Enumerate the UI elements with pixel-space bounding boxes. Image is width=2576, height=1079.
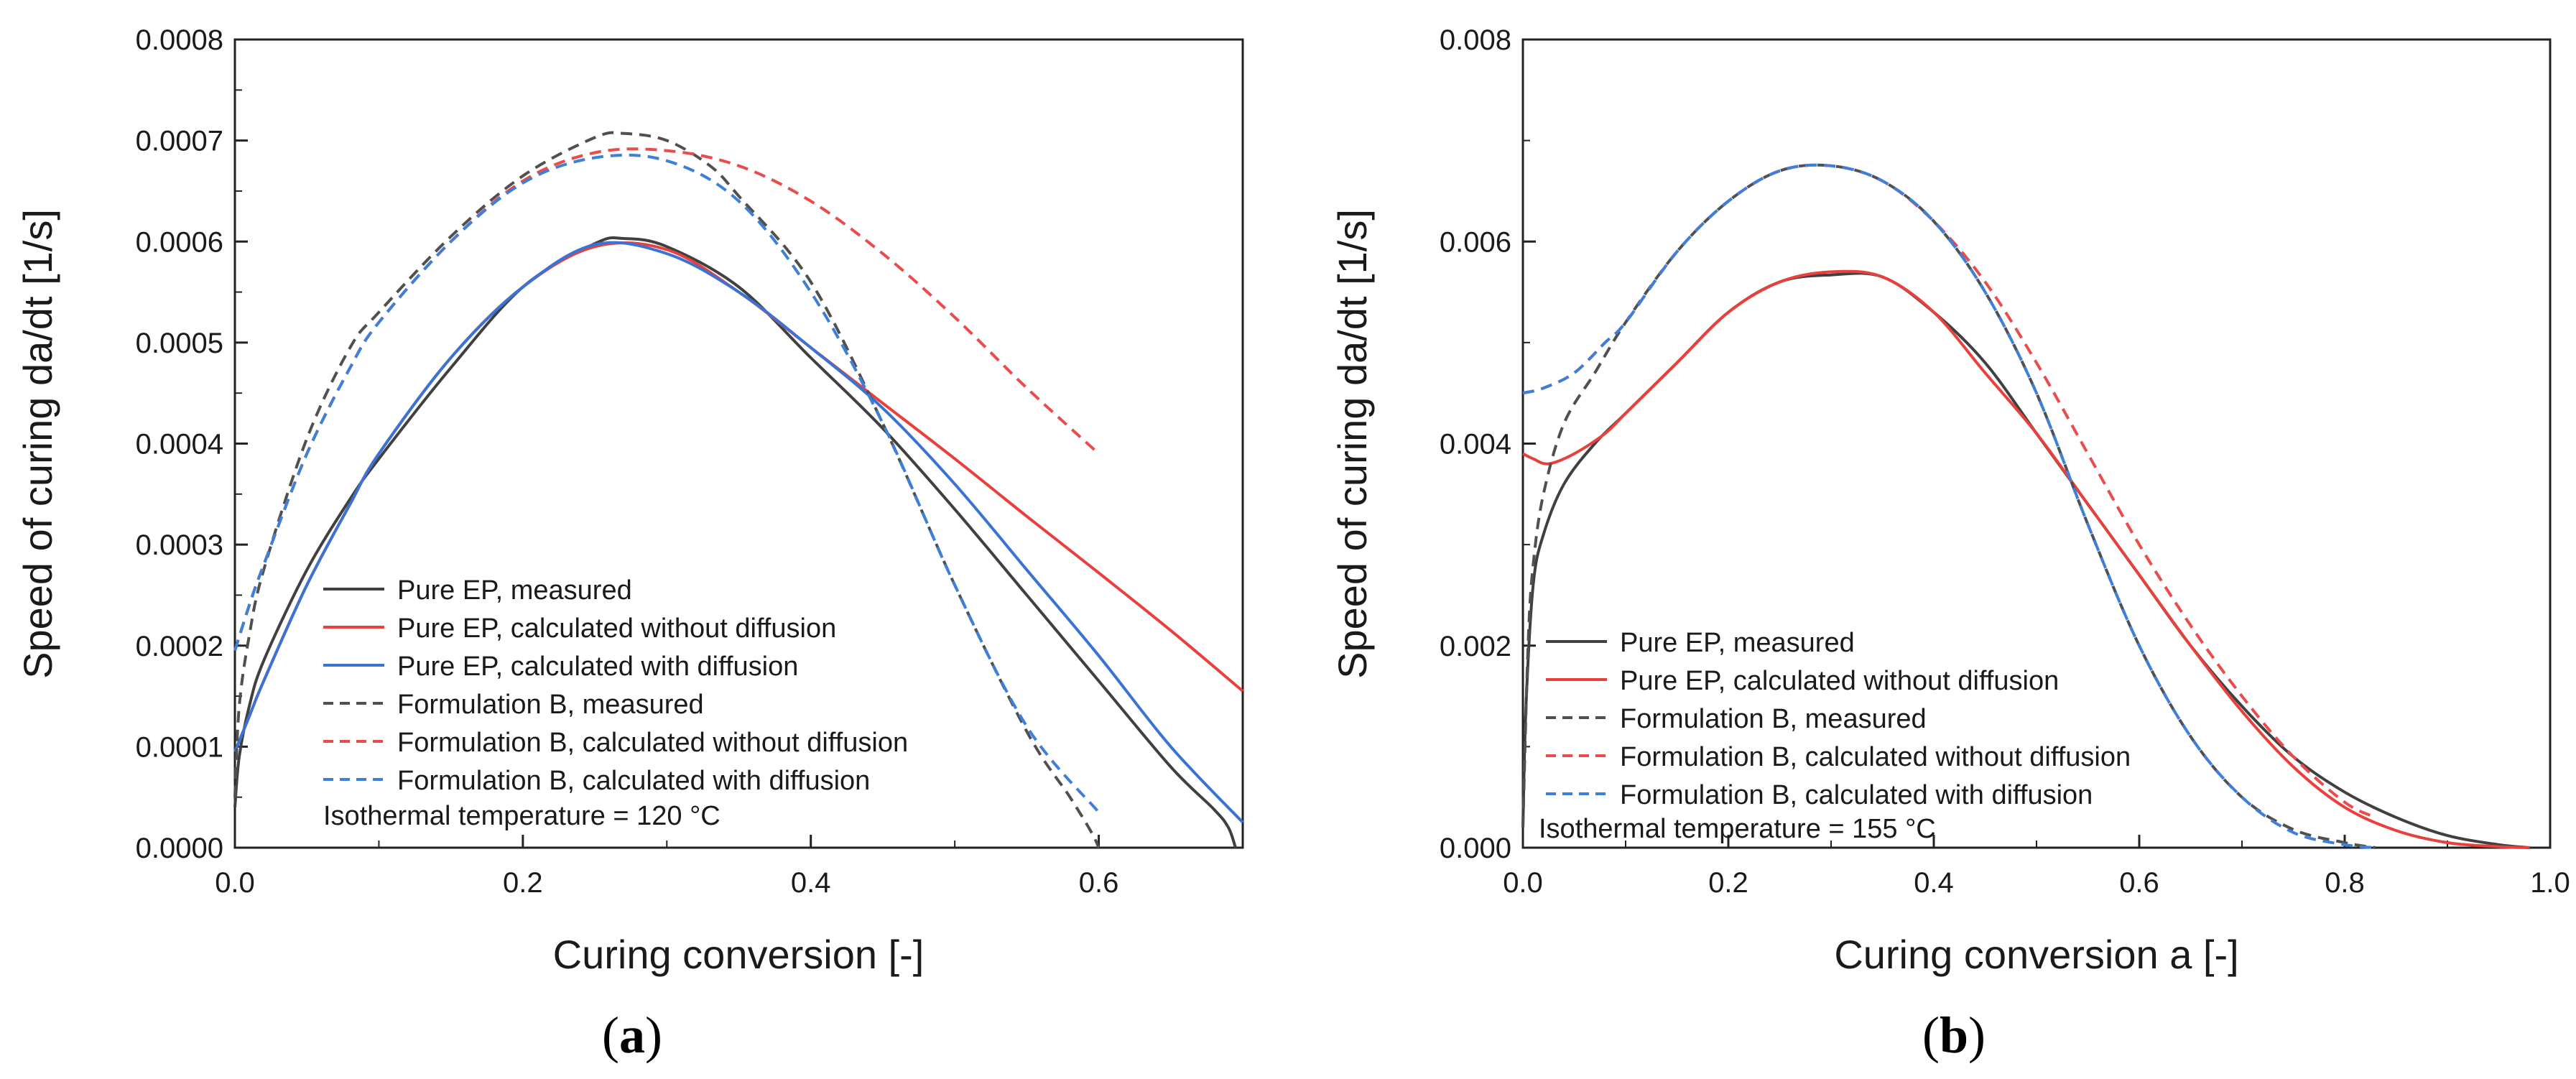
series-b: [1521, 163, 2530, 849]
legend-item-a-1: Pure EP, calculated without diffusion: [323, 613, 836, 644]
legend-label-b-2: Formulation B, measured: [1620, 704, 1927, 734]
legend-item-b-3: Formulation B, calculated without diffus…: [1546, 742, 2131, 772]
legend-label-a-3: Formulation B, measured: [397, 690, 704, 720]
legend-item-b-1: Pure EP, calculated without diffusion: [1546, 666, 2059, 696]
chart-panel-a: 0.00000.00010.00020.00030.00040.00050.00…: [15, 24, 1244, 1064]
legend-label-a-0: Pure EP, measured: [397, 575, 632, 606]
legend-b: Pure EP, measured Pure EP, calculated wi…: [1539, 628, 2131, 844]
legend-item-a-0: Pure EP, measured: [323, 575, 632, 606]
legend-item-a-3: Formulation B, measured: [323, 690, 704, 720]
y-tick-label-b-1: 0.002: [1440, 631, 1511, 662]
series-line-a-2: [233, 241, 1244, 824]
y-axis-label-a: Speed of curing da/dt [1/s]: [15, 209, 60, 679]
x-tick-label-a-1: 0.2: [503, 867, 543, 899]
y-tick-label-a-6: 0.0006: [136, 226, 223, 258]
y-tick-label-b-2: 0.004: [1440, 429, 1511, 460]
legend-item-a-5: Formulation B, calculated with diffusion: [323, 766, 870, 796]
series-line-a-0: [233, 236, 1237, 848]
x-ticks-b: 0.0 0.2 0.4 0.6 0.8 1.0: [1503, 835, 2570, 899]
y-tick-label-a-1: 0.0001: [136, 731, 223, 763]
y-tick-label-a-3: 0.0003: [136, 529, 223, 561]
y-axis-label-b: Speed of curing da/dt [1/s]: [1330, 209, 1375, 679]
y-tick-label-a-5: 0.0005: [136, 328, 223, 359]
series-line-b-4: [1522, 163, 2376, 849]
x-axis-label-a: Curing conversion [-]: [553, 932, 925, 977]
y-tick-label-a-8: 0.0008: [136, 24, 223, 56]
x-tick-label-a-3: 0.6: [1079, 867, 1119, 899]
legend-item-a-2: Pure EP, calculated with diffusion: [323, 652, 798, 682]
y-tick-label-a-4: 0.0004: [136, 429, 223, 460]
series-line-b-2: [1521, 163, 2376, 849]
legend-label-b-3: Formulation B, calculated without diffus…: [1620, 742, 2131, 772]
legend-label-b-1: Pure EP, calculated without diffusion: [1620, 666, 2059, 696]
y-tick-label-a-0: 0.0000: [136, 833, 223, 864]
legend-label-a-1: Pure EP, calculated without diffusion: [397, 613, 836, 644]
y-tick-label-a-7: 0.0007: [136, 126, 223, 157]
y-tick-label-b-3: 0.006: [1440, 226, 1511, 258]
y-ticks-b: 0.000 0.002 0.004 0.006 0.008: [1440, 24, 1536, 864]
legend-item-b-2: Formulation B, measured: [1546, 704, 1927, 734]
x-tick-label-b-2: 0.4: [1914, 867, 1954, 899]
legend-label-a-2: Pure EP, calculated with diffusion: [397, 652, 798, 682]
x-ticks-a: 0.0 0.2 0.4 0.6: [215, 835, 1243, 899]
annotation-a: Isothermal temperature = 120 °C: [323, 801, 721, 831]
x-tick-label-a-2: 0.4: [791, 867, 831, 899]
annotation-b: Isothermal temperature = 155 °C: [1539, 814, 1936, 844]
legend-label-a-5: Formulation B, calculated with diffusion: [397, 766, 870, 796]
series-line-a-4: [233, 147, 1100, 652]
legend-label-b-0: Pure EP, measured: [1620, 628, 1855, 658]
series-line-b-1: [1522, 269, 2530, 849]
x-tick-label-b-3: 0.6: [2119, 867, 2159, 899]
y-ticks-a: 0.0000 0.0001 0.0002 0.0003 0.0004 0.0005 0.00…: [136, 24, 248, 864]
x-tick-label-b-1: 0.2: [1708, 867, 1748, 899]
legend-label-a-4: Formulation B, calculated without diffus…: [397, 728, 908, 758]
series-a: [233, 131, 1244, 848]
x-tick-label-b-4: 0.8: [2325, 867, 2365, 899]
legend-label-b-4: Formulation B, calculated with diffusion: [1620, 780, 2093, 810]
x-tick-label-b-5: 1.0: [2530, 867, 2570, 899]
x-tick-label-b-0: 0.0: [1503, 867, 1543, 899]
series-line-b-3: [1522, 163, 2376, 819]
legend-item-b-4: Formulation B, calculated with diffusion: [1546, 780, 2093, 810]
legend-item-b-0: Pure EP, measured: [1546, 628, 1855, 658]
legend-a: Pure EP, measured Pure EP, calculated wi…: [323, 575, 908, 831]
x-tick-label-a-0: 0.0: [215, 867, 255, 899]
series-line-a-5: [233, 153, 1101, 814]
panel-label-b: (b): [1922, 1006, 1986, 1064]
panel-label-a: (a): [602, 1006, 662, 1064]
series-line-a-3: [233, 131, 1101, 848]
legend-item-a-4: Formulation B, calculated without diffus…: [323, 728, 908, 758]
y-tick-label-a-2: 0.0002: [136, 631, 223, 662]
y-tick-label-b-4: 0.008: [1440, 24, 1511, 56]
y-tick-label-b-0: 0.000: [1440, 833, 1511, 864]
x-axis-label-b: Curing conversion a [-]: [1834, 932, 2238, 977]
